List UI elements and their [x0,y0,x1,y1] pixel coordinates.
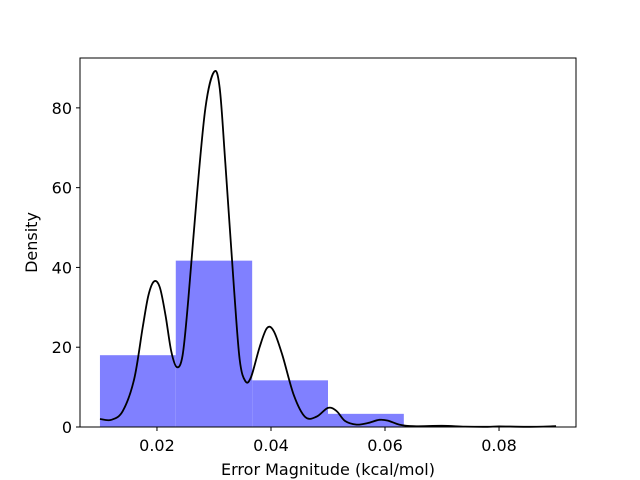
y-tick-label-5: 80 [52,99,72,118]
y-tick-label-2: 20 [52,338,72,357]
plot-frame [79,57,577,428]
x-axis-ticks: 0.02 0.04 0.06 0.08 [139,427,517,455]
histogram-bar-2 [175,260,253,427]
y-axis-ticks: 0 20 40 60 80 [52,99,80,437]
y-tick-label-3: 40 [52,258,72,277]
y-axis-label: Density [22,212,41,273]
y-tick-label-4: 60 [52,179,72,198]
x-axis-label: Error Magnitude (kcal/mol) [221,460,435,479]
x-tick-label-2: 0.04 [253,436,289,455]
histogram-bars [99,260,404,427]
kde-curve [99,70,557,428]
x-tick-label-1: 0.02 [139,436,175,455]
x-tick-label-4: 0.08 [481,436,517,455]
y-tick-label-1: 0 [62,418,72,437]
x-tick-label-3: 0.06 [367,436,403,455]
histogram-bar-3 [252,380,328,427]
histogram-bar-1 [99,355,176,427]
histogram-bar-4 [328,413,404,427]
